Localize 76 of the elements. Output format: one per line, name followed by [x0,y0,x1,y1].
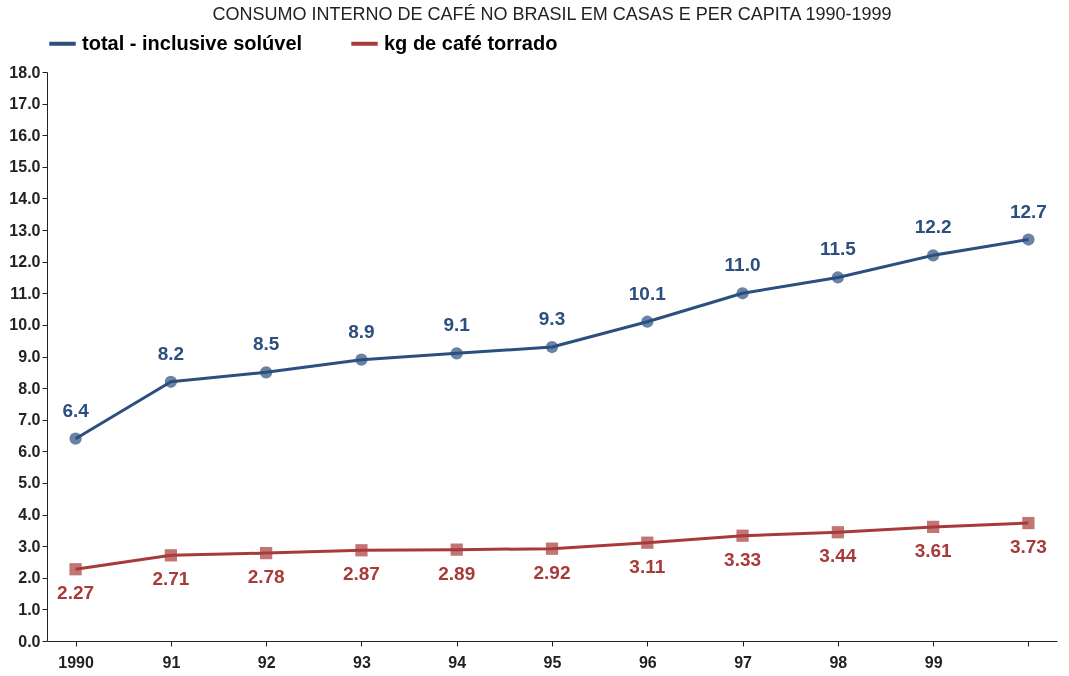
y-tick-label: 4.0 [18,506,41,524]
point [69,563,82,576]
data-label: 3.61 [914,539,953,561]
point [736,529,749,542]
y-tick-label: 12.0 [9,253,41,271]
x-tick-label: 96 [638,653,657,671]
data-label: 2.87 [342,563,380,585]
point [164,549,177,562]
y-tick-label: 17.0 [9,95,41,113]
y-tick-label: 3.0 [18,537,41,555]
point [736,287,749,300]
point [545,340,559,354]
data-label: 2.71 [152,568,190,590]
point [641,315,654,328]
point [1022,516,1035,530]
y-tick-label: 5.0 [18,474,41,492]
point [450,347,463,360]
data-label: 11.0 [724,254,761,276]
point [545,542,559,555]
data-label: 10.1 [628,282,667,304]
legend-label: kg de café torrado [384,31,558,54]
point [831,271,844,284]
x-tick-label: 91 [162,653,181,671]
data-label: 2.27 [57,582,95,604]
data-label: 6.4 [62,399,90,421]
data-label: 2.92 [533,561,571,583]
y-tick-label: 1.0 [18,600,41,618]
point [450,543,463,556]
data-label: 8.9 [348,320,375,342]
chart-title: CONSUMO INTERNO DE CAFÉ NO BRASIL EM CASAS E PER CAPITA 1990-1999 [212,4,892,24]
y-tick-label: 16.0 [9,126,41,144]
x-tick-label: 94 [448,653,467,671]
x-tick-label: 98 [829,653,848,671]
data-label: 9.3 [538,308,566,330]
y-tick-label: 10.0 [9,316,41,334]
y-tick-label: 7.0 [18,411,41,429]
data-label: 9.1 [443,314,471,336]
data-label: 8.5 [252,333,280,355]
point [260,547,273,560]
point [641,536,654,549]
point [164,375,177,388]
y-tick-label: 2.0 [18,569,41,587]
point [355,353,368,366]
data-label: 2.89 [438,562,476,584]
y-tick-label: 15.0 [9,158,41,176]
legend-label: total - inclusive solúvel [82,31,303,54]
point [927,249,940,262]
y-tick-label: 9.0 [18,348,41,365]
y-tick-label: 0.0 [18,632,41,650]
point [1022,233,1035,246]
point [831,526,844,539]
x-tick-label: 99 [924,653,943,671]
y-tick-label: 11.0 [10,284,41,302]
y-tick-label: 8.0 [18,379,41,397]
data-label: 3.11 [629,555,666,577]
y-tick-label: 13.0 [9,221,41,239]
data-label: 12.2 [914,216,952,238]
point [927,520,940,534]
x-tick-label: 92 [257,653,276,671]
data-label: 2.78 [247,566,285,588]
y-tick-label: 18.0 [9,63,41,81]
y-tick-label: 14.0 [9,189,41,207]
data-label: 3.73 [1009,536,1047,558]
data-label: 3.33 [724,548,762,570]
y-tick-label: 6.0 [18,442,41,460]
x-tick-label: 95 [543,653,562,671]
data-label: 8.2 [157,342,185,364]
point [260,366,273,379]
data-label: 11.5 [819,238,857,260]
data-label: 12.7 [1009,200,1047,222]
x-tick-label: 97 [734,653,753,671]
point [69,432,82,445]
data-label: 3.44 [819,545,857,567]
point [355,544,368,557]
x-tick-label: 93 [353,653,371,671]
x-tick-label: 1990 [58,653,94,671]
